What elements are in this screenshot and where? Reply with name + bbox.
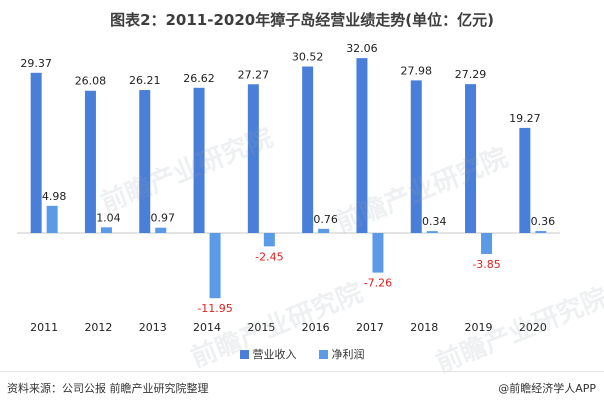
x-tick-label: 2019 bbox=[465, 321, 493, 334]
data-label-net-profit: 0.76 bbox=[313, 213, 338, 226]
data-label-revenue: 19.27 bbox=[509, 112, 541, 125]
bar-revenue bbox=[139, 90, 151, 233]
data-label-revenue: 30.52 bbox=[292, 51, 324, 64]
chart-title: 图表2：2011-2020年獐子岛经营业绩走势(单位：亿元) bbox=[110, 11, 494, 29]
bar-net-profit bbox=[100, 227, 112, 233]
bar-revenue bbox=[84, 90, 96, 233]
bar-revenue bbox=[30, 72, 42, 233]
bar-net-profit bbox=[535, 231, 547, 233]
bar-net-profit bbox=[481, 233, 493, 254]
footer-divider bbox=[0, 371, 604, 372]
data-label-revenue: 27.27 bbox=[238, 68, 270, 81]
chart-legend: 营业收入 净利润 bbox=[0, 346, 604, 362]
data-label-revenue: 27.98 bbox=[401, 64, 433, 77]
x-tick-label: 2013 bbox=[139, 321, 167, 334]
x-tick-label: 2018 bbox=[410, 321, 438, 334]
bar-net-profit bbox=[155, 227, 167, 233]
data-label-net-profit: 0.36 bbox=[531, 215, 556, 228]
legend-item-revenue: 营业收入 bbox=[239, 346, 297, 362]
data-label-net-profit: -7.26 bbox=[364, 277, 392, 290]
x-tick-label: 2011 bbox=[30, 321, 58, 334]
data-label-revenue: 32.06 bbox=[346, 42, 378, 55]
x-tick-label: 2015 bbox=[247, 321, 275, 334]
bar-net-profit bbox=[46, 205, 58, 233]
bar-revenue bbox=[465, 84, 477, 234]
x-tick-label: 2012 bbox=[84, 321, 112, 334]
footer-source: 资料来源：公司公报 前瞻产业研究院整理 bbox=[7, 382, 209, 395]
bar-revenue bbox=[356, 58, 368, 233]
data-label-revenue: 26.62 bbox=[183, 72, 215, 85]
legend-label-net-profit: 净利润 bbox=[331, 348, 365, 361]
data-label-revenue: 26.08 bbox=[75, 75, 107, 88]
data-label-net-profit: -11.95 bbox=[197, 302, 232, 315]
data-label-net-profit: 4.98 bbox=[42, 190, 67, 203]
data-label-net-profit: -3.85 bbox=[472, 258, 500, 271]
legend-label-revenue: 营业收入 bbox=[252, 348, 297, 361]
data-label-net-profit: 1.04 bbox=[96, 211, 121, 224]
bar-net-profit bbox=[209, 233, 221, 299]
bar-revenue bbox=[302, 66, 314, 233]
bar-net-profit bbox=[263, 233, 275, 247]
bar-net-profit bbox=[426, 231, 438, 233]
data-label-net-profit: 0.97 bbox=[151, 212, 176, 225]
legend-swatch-revenue bbox=[239, 349, 249, 359]
data-label-revenue: 26.21 bbox=[129, 74, 161, 87]
legend-item-net-profit: 净利润 bbox=[318, 346, 365, 362]
x-tick-label: 2020 bbox=[519, 321, 547, 334]
legend-swatch-net-profit bbox=[318, 349, 328, 359]
bar-revenue bbox=[519, 127, 531, 233]
bar-revenue bbox=[247, 84, 259, 233]
data-label-revenue: 29.37 bbox=[20, 57, 52, 70]
x-tick-label: 2017 bbox=[356, 321, 384, 334]
data-label-net-profit: 0.34 bbox=[422, 215, 447, 228]
data-label-net-profit: -2.45 bbox=[255, 250, 283, 263]
bar-net-profit bbox=[318, 228, 330, 233]
bar-revenue bbox=[193, 87, 205, 233]
x-tick-label: 2014 bbox=[193, 321, 221, 334]
bar-net-profit bbox=[372, 233, 384, 273]
x-tick-label: 2016 bbox=[302, 321, 330, 334]
bar-revenue bbox=[410, 80, 422, 233]
footer-credit: @前瞻经济学人APP bbox=[498, 382, 596, 395]
data-label-revenue: 27.29 bbox=[455, 68, 487, 81]
